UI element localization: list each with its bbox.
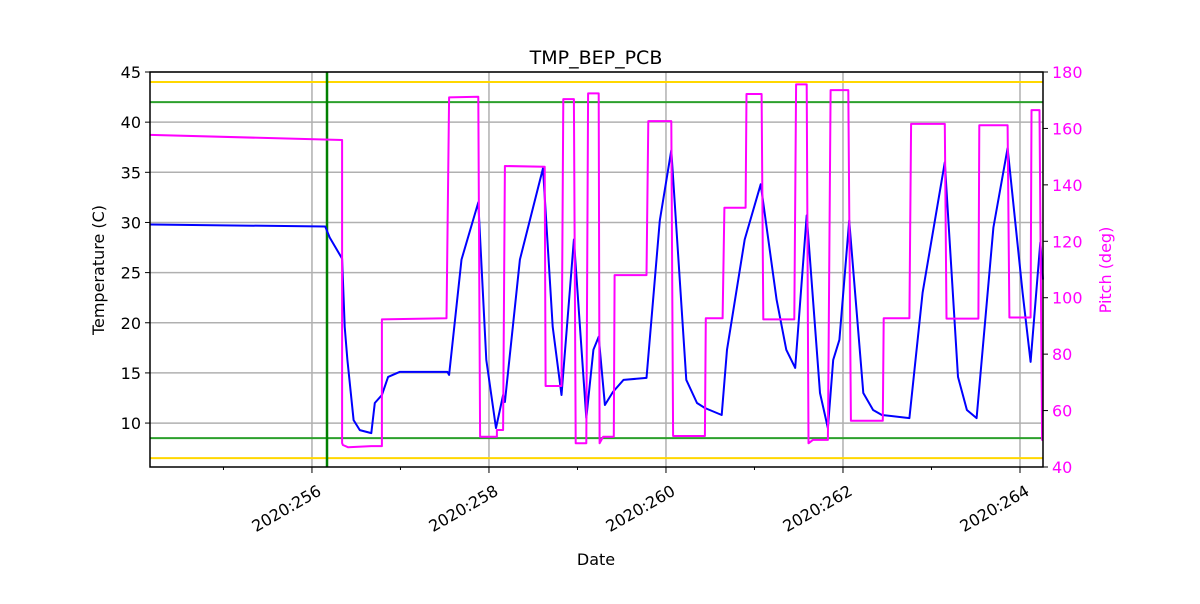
- y-tick-label: 25: [121, 264, 141, 283]
- x-tick-label: 2020:258: [425, 481, 501, 536]
- y2-tick-label: 40: [1052, 458, 1072, 477]
- y-tick-label: 45: [121, 63, 141, 82]
- y2-tick-label: 140: [1052, 176, 1083, 195]
- temperature-series-line: [149, 147, 1044, 435]
- x-tick-label: 2020:256: [248, 481, 324, 536]
- y-tick-label: 35: [121, 163, 141, 182]
- y-tick-label: 10: [121, 414, 141, 433]
- y2-tick-label: 180: [1052, 63, 1083, 82]
- x-tick-label: 2020:264: [957, 481, 1033, 536]
- y-tick-label: 40: [121, 113, 141, 132]
- pitch-series-line: [149, 83, 1044, 449]
- x-tick-label: 2020:262: [779, 481, 855, 536]
- plot-lines: [149, 72, 1044, 467]
- y2-tick-label: 80: [1052, 345, 1072, 364]
- y2-axis-label: Pitch (deg): [1096, 227, 1115, 314]
- y2-tick-label: 60: [1052, 402, 1072, 421]
- y2-tick-label: 100: [1052, 289, 1083, 308]
- y2-tick-label: 160: [1052, 119, 1083, 138]
- y-tick-label: 15: [121, 364, 141, 383]
- y-axis-label: Temperature (C): [89, 205, 108, 336]
- y-tick-label: 20: [121, 314, 141, 333]
- axes: 10 15 20 25 30 35 40 45 40 60 80 100 120 140 160 180 202…: [121, 63, 1083, 536]
- chart-title: TMP_BEP_PCB: [529, 47, 663, 69]
- y2-tick-label: 120: [1052, 232, 1083, 251]
- x-axis-label: Date: [577, 550, 615, 569]
- plot-frame: [149, 71, 1044, 468]
- y-tick-label: 30: [121, 213, 141, 232]
- x-tick-label: 2020:260: [602, 481, 678, 536]
